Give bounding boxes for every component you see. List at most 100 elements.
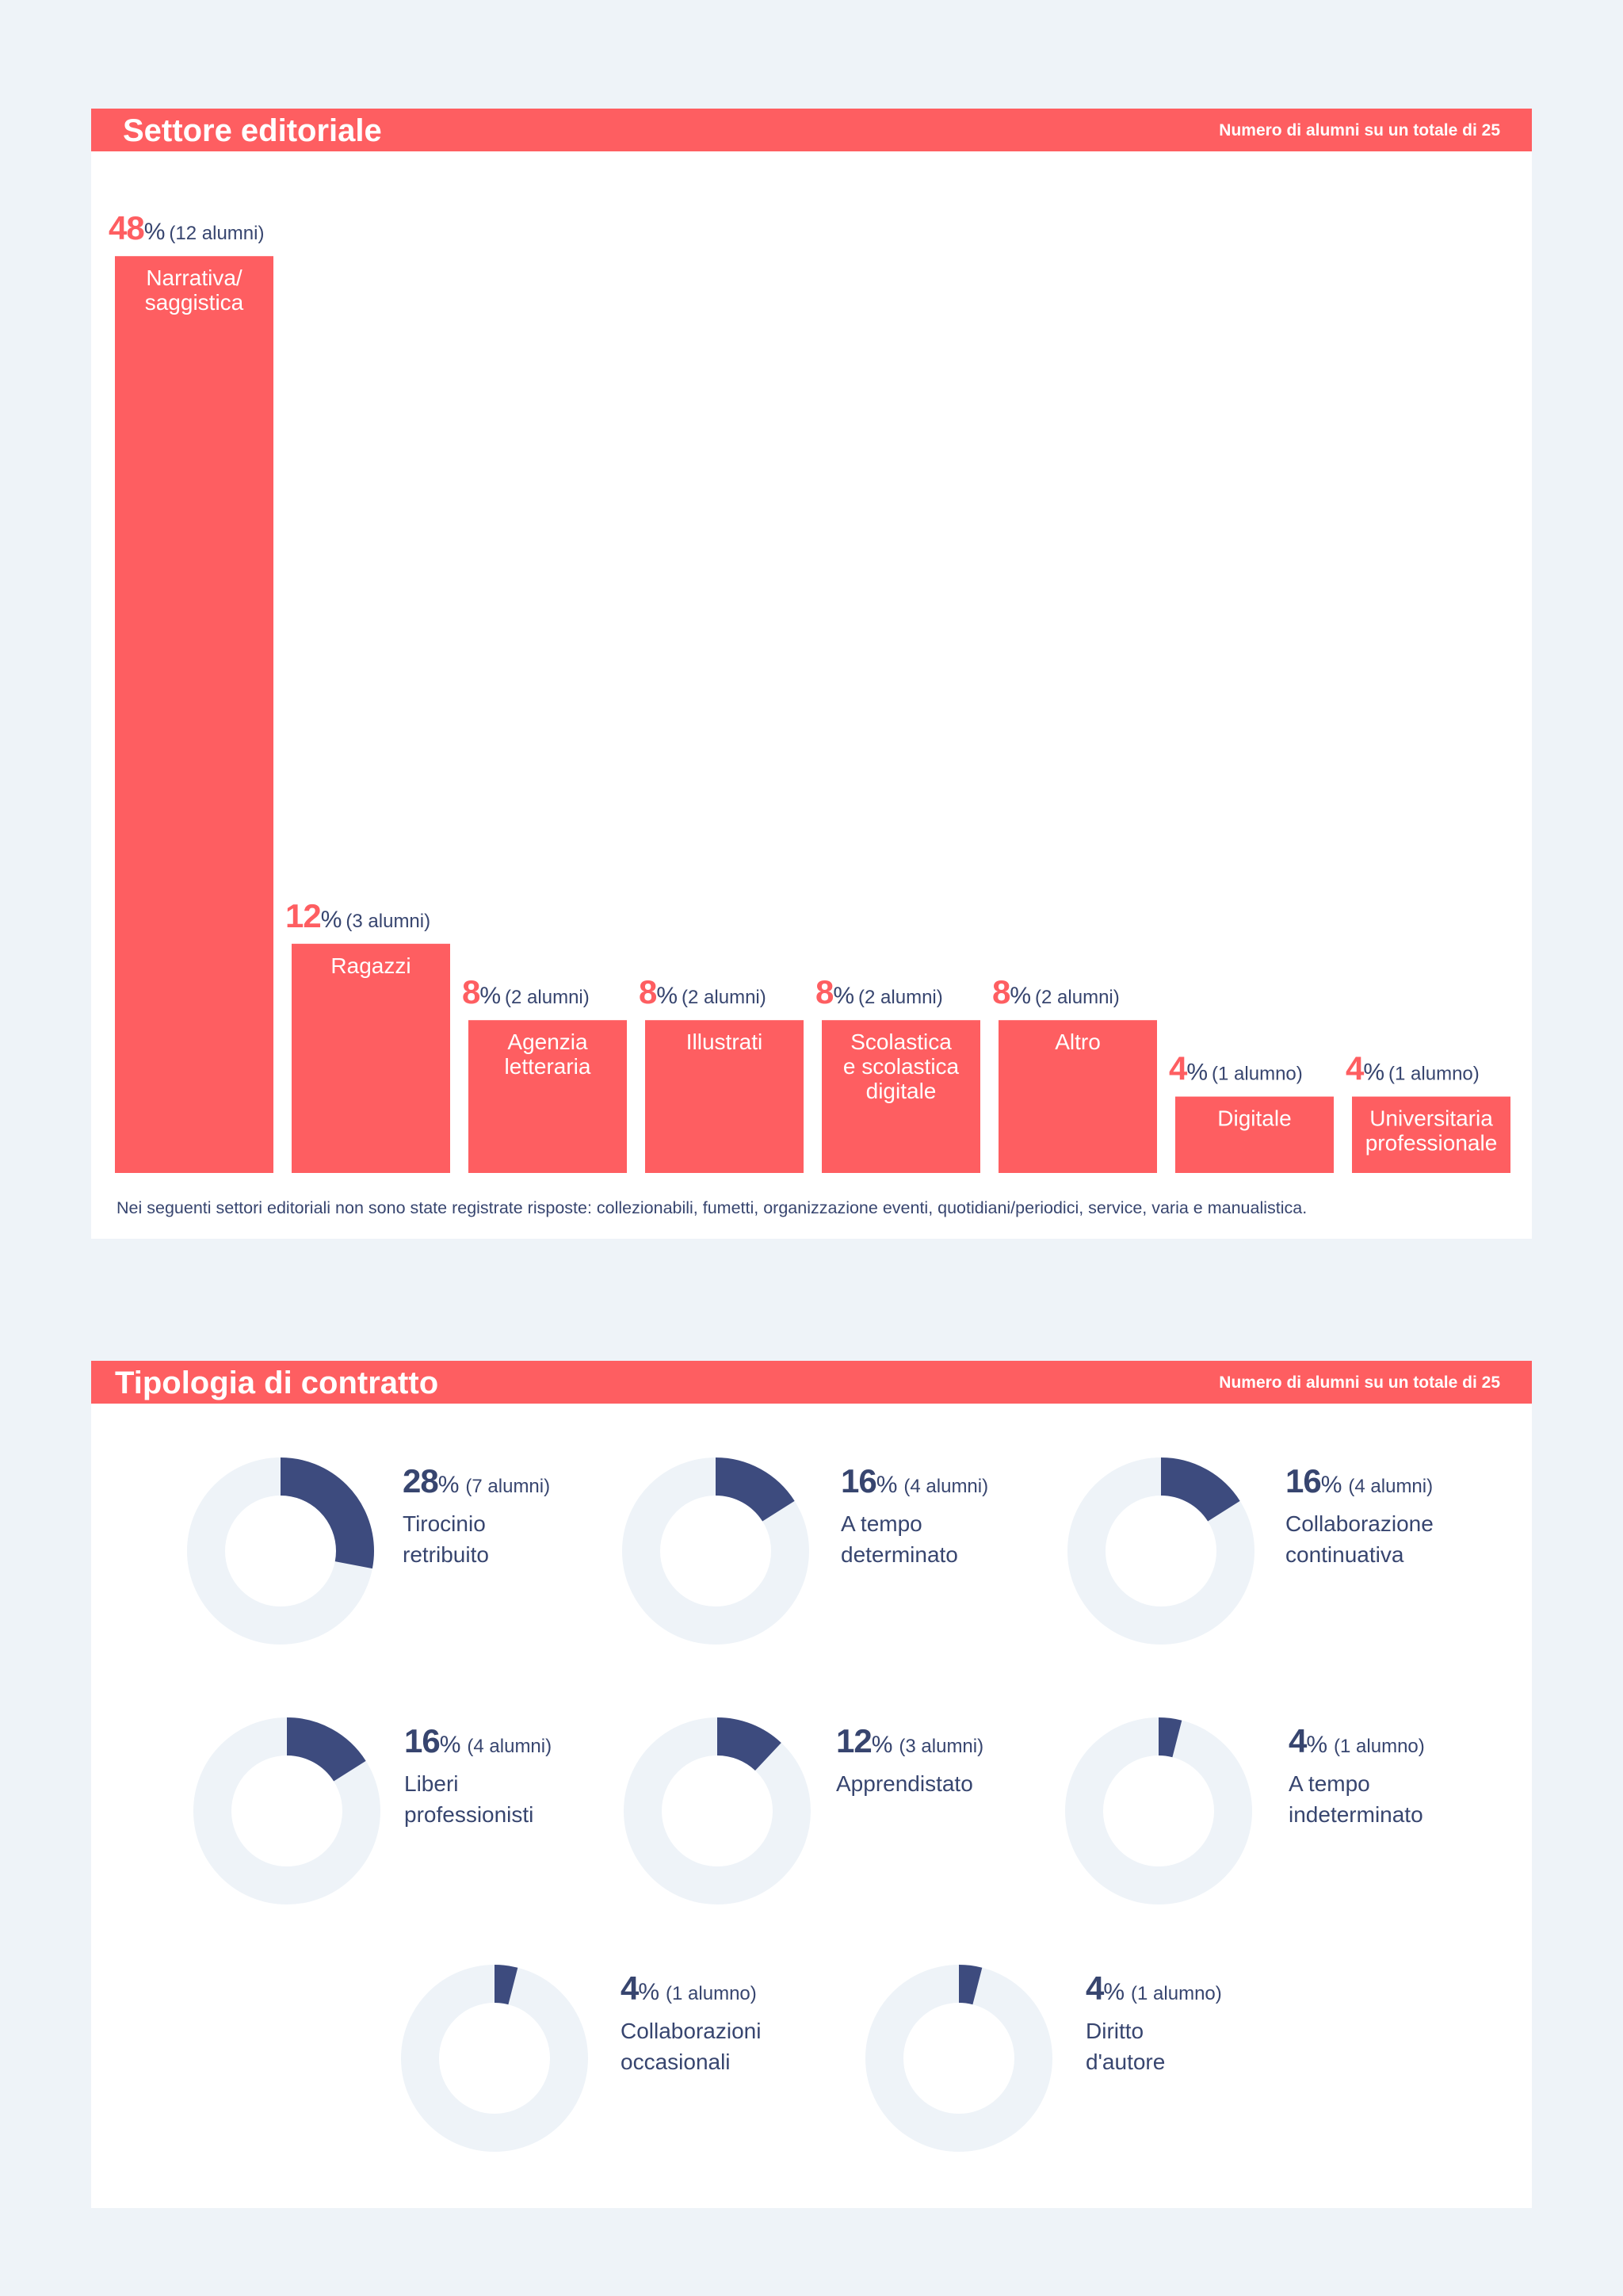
- donut-chart: [187, 1457, 374, 1645]
- donut-track: [624, 1717, 811, 1904]
- donut-label: 16% (4 alumni) Liberi professionisti: [404, 1722, 552, 1830]
- bar-6: [1175, 1096, 1334, 1173]
- donut-segment: [1067, 1457, 1254, 1645]
- bar-value-label: 8% (2 alumni): [462, 973, 590, 1010]
- sector-bar-chart: Narrativa/saggistica 48% (12 alumni) Ragazz…: [109, 209, 1510, 1174]
- bar-category-label: Scolastica e scolastica digitale: [843, 1030, 960, 1103]
- donut-track: [1065, 1717, 1252, 1904]
- donut-count: (1 alumno): [1131, 1983, 1222, 2004]
- donut-count: (4 alumni): [903, 1476, 989, 1497]
- donut-value: 4% (1 alumno): [1086, 1969, 1222, 2008]
- donut-percent: 4: [621, 1969, 639, 2007]
- donut-value: 12% (3 alumni): [836, 1722, 983, 1760]
- donut-value: 16% (4 alumni): [404, 1722, 552, 1760]
- bar-value-label: 8% (2 alumni): [639, 973, 766, 1010]
- bar-value-label: 12% (3 alumni): [285, 897, 430, 934]
- donut-count: (1 alumno): [1334, 1736, 1425, 1757]
- bar-value-label: 8% (2 alumni): [815, 973, 943, 1010]
- bar-value-label: 4% (1 alumno): [1346, 1050, 1480, 1087]
- donut-chart: [865, 1965, 1052, 2152]
- donut-percent: 16: [841, 1462, 877, 1499]
- bar-category-label: Agenzia letteraria: [505, 1030, 591, 1079]
- donut-chart: [1065, 1717, 1252, 1904]
- donut-count: (3 alumni): [899, 1736, 984, 1757]
- donut-count: (4 alumni): [467, 1736, 552, 1757]
- donut-category-label: Collaborazione continuativa: [1285, 1511, 1434, 1567]
- donut-label: 4% (1 alumno) Diritto d'autore: [1086, 1969, 1222, 2077]
- donut-segment: [401, 1965, 588, 2152]
- contract-card: Tipologia di contratto Numero di alumni …: [91, 1361, 1532, 2208]
- sector-card: Settore editoriale Numero di alumni su u…: [91, 109, 1532, 1239]
- donut-category-label: Apprendistato: [836, 1771, 973, 1796]
- donut-category-label: Liberi professionisti: [404, 1771, 534, 1827]
- donut-segment: [624, 1717, 811, 1904]
- bar-category-label: Narrativa/saggistica: [145, 266, 244, 315]
- donut-label: 16% (4 alumni) A tempo determinato: [841, 1462, 988, 1570]
- donut-category-label: A tempo indeterminato: [1289, 1771, 1423, 1827]
- donut-count: (4 alumni): [1348, 1476, 1434, 1497]
- bar-1: [292, 943, 450, 1173]
- donut-percent: 4: [1086, 1969, 1104, 2007]
- bar-7: [1352, 1096, 1510, 1173]
- donut-segment: [622, 1457, 809, 1645]
- donut-percent-sign: %: [638, 1979, 660, 2005]
- bar-3: [645, 1020, 804, 1173]
- bar-4: [822, 1020, 980, 1173]
- contract-note: Numero di alumni su un totale di 25: [1219, 1373, 1500, 1392]
- donut-label: 4% (1 alumno) A tempo indeterminato: [1289, 1722, 1425, 1830]
- donut-category-label: Tirocinio retribuito: [403, 1511, 489, 1567]
- donut-percent-sign: %: [439, 1732, 461, 1758]
- donut-chart: [193, 1717, 380, 1904]
- donut-segment: [865, 1965, 1052, 2152]
- bar-value-label: 4% (1 alumno): [1169, 1050, 1303, 1087]
- donut-value: 28% (7 alumni): [403, 1462, 550, 1500]
- donut-percent-sign: %: [1306, 1732, 1328, 1758]
- bar-category-label: Illustrati: [686, 1030, 762, 1054]
- bar-2: [468, 1020, 627, 1173]
- donut-percent-sign: %: [1320, 1472, 1342, 1498]
- bar-0: [115, 256, 273, 1174]
- donut-percent: 28: [403, 1462, 439, 1499]
- donut-percent-sign: %: [1103, 1979, 1125, 2005]
- bar-value-label: 8% (2 alumni): [992, 973, 1120, 1010]
- bar-category-label: Altro: [1055, 1030, 1101, 1054]
- donut-category-label: A tempo determinato: [841, 1511, 958, 1567]
- donut-category-label: Collaborazioni occasionali: [621, 2019, 762, 2074]
- donut-value: 16% (4 alumni): [841, 1462, 988, 1500]
- donut-segment: [187, 1457, 374, 1645]
- donut-value: 4% (1 alumno): [1289, 1722, 1425, 1760]
- sector-footnote: Nei seguenti settori editoriali non sono…: [116, 1198, 1308, 1217]
- donut-count: (7 alumni): [465, 1476, 551, 1497]
- donut-track: [401, 1965, 588, 2152]
- donut-percent-sign: %: [876, 1472, 898, 1498]
- donut-segment: [193, 1717, 380, 1904]
- sector-header: Settore editoriale Numero di alumni su u…: [91, 109, 1532, 151]
- donut-percent: 16: [404, 1722, 441, 1759]
- donut-label: 16% (4 alumni) Collaborazione continuativa: [1285, 1462, 1434, 1570]
- bar-category-label: Universitaria professionale: [1365, 1106, 1498, 1156]
- donut-segment: [1065, 1717, 1252, 1904]
- donut-percent: 12: [836, 1722, 873, 1759]
- bar-category-label: Digitale: [1217, 1106, 1291, 1131]
- bar-category-label: Ragazzi: [330, 953, 411, 978]
- donut-chart: [401, 1965, 588, 2152]
- donut-label: 12% (3 alumni) Apprendistato: [836, 1722, 983, 1799]
- sector-note: Numero di alumni su un totale di 25: [1219, 121, 1500, 139]
- donut-label: 4% (1 alumno) Collaborazioni occasionali: [621, 1969, 761, 2077]
- donut-count: (1 alumno): [666, 1983, 757, 2004]
- donut-percent: 16: [1285, 1462, 1322, 1499]
- donut-percent-sign: %: [437, 1472, 460, 1498]
- bar-value-label: 48% (12 alumni): [109, 209, 264, 246]
- donut-chart: [1067, 1457, 1254, 1645]
- donut-percent-sign: %: [871, 1732, 893, 1758]
- contract-header: Tipologia di contratto Numero di alumni …: [91, 1361, 1532, 1404]
- donut-percent: 4: [1289, 1722, 1307, 1759]
- donut-category-label: Diritto d'autore: [1086, 2019, 1166, 2074]
- donut-value: 16% (4 alumni): [1285, 1462, 1434, 1500]
- bar-5: [999, 1020, 1157, 1173]
- donut-track: [865, 1965, 1052, 2152]
- donut-label: 28% (7 alumni) Tirocinio retribuito: [403, 1462, 550, 1570]
- donut-value: 4% (1 alumno): [621, 1969, 761, 2008]
- sector-title: Settore editoriale: [123, 113, 382, 148]
- donut-chart: [622, 1457, 809, 1645]
